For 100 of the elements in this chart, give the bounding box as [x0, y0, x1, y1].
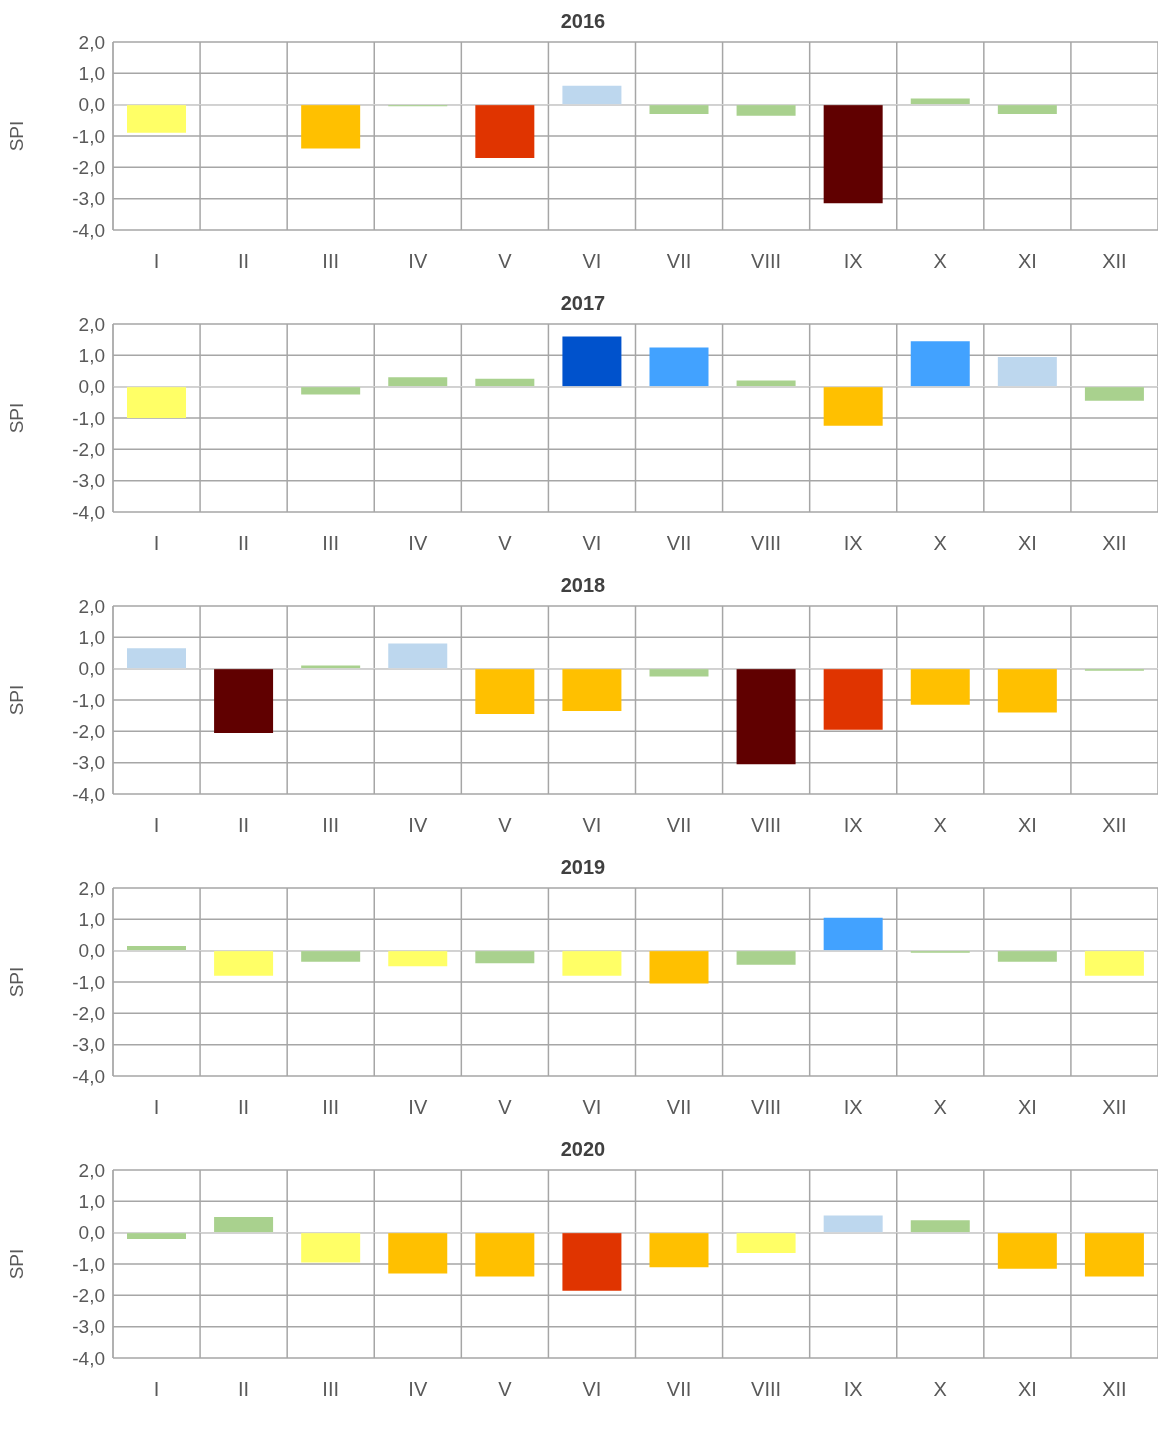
x-tick-label: VI: [582, 532, 602, 555]
bar: [301, 104, 361, 149]
x-tick-label: III: [322, 1096, 340, 1119]
x-tick-label: II: [238, 250, 250, 273]
bar: [475, 1232, 535, 1277]
bar: [997, 668, 1057, 713]
bar: [562, 1232, 622, 1291]
x-tick-label: IV: [408, 532, 428, 555]
bar: [736, 1232, 796, 1254]
bar: [214, 950, 274, 976]
bar: [736, 104, 796, 116]
chart-title: 2017: [560, 292, 606, 314]
y-tick-label: 1,0: [78, 909, 105, 931]
y-axis-title: SPI: [5, 684, 27, 716]
bar: [301, 1232, 361, 1263]
x-tick-label: XI: [1017, 532, 1037, 555]
bar: [736, 380, 796, 387]
bar: [475, 104, 535, 158]
bar: [562, 950, 622, 976]
y-axis-title: SPI: [5, 402, 27, 434]
x-tick-label: VIII: [751, 1096, 782, 1119]
x-tick-label: IX: [843, 250, 863, 273]
y-tick-label: -1,0: [72, 971, 105, 993]
chart-title: 2016: [560, 10, 606, 32]
x-tick-label: VIII: [751, 532, 782, 555]
bar: [910, 341, 970, 387]
bar: [127, 1232, 186, 1239]
x-tick-label: II: [238, 1096, 250, 1119]
bar: [997, 104, 1057, 115]
y-tick-label: -3,0: [72, 1316, 105, 1338]
y-tick-label: -1,0: [72, 125, 105, 147]
bar: [562, 668, 622, 711]
y-tick-label: 0,0: [78, 94, 105, 116]
y-tick-label: -2,0: [72, 157, 105, 179]
x-tick-label: X: [933, 1096, 947, 1119]
y-tick-label: 2,0: [78, 313, 105, 335]
bar: [823, 104, 883, 204]
chart-title: 2019: [560, 856, 606, 878]
x-tick-label: VIII: [751, 250, 782, 273]
x-tick-label: I: [153, 814, 160, 837]
x-tick-label: III: [322, 250, 340, 273]
x-tick-label: V: [498, 1378, 513, 1401]
bar: [127, 104, 186, 133]
x-tick-label: II: [238, 1378, 250, 1401]
y-tick-label: -3,0: [72, 1034, 105, 1056]
x-tick-label: VI: [582, 814, 602, 837]
x-tick-label: X: [933, 250, 947, 273]
x-tick-label: III: [322, 532, 340, 555]
bar: [127, 648, 186, 669]
y-tick-label: 2,0: [78, 877, 105, 899]
bar: [910, 98, 970, 105]
x-tick-label: IV: [408, 1378, 428, 1401]
bar: [388, 1232, 448, 1274]
bar: [301, 950, 361, 962]
bar: [649, 950, 709, 984]
bar: [997, 356, 1057, 387]
bar: [475, 668, 535, 715]
x-tick-label: XII: [1102, 1096, 1127, 1119]
bar: [649, 347, 709, 387]
y-tick-label: 2,0: [78, 1159, 105, 1181]
x-tick-label: XII: [1102, 250, 1127, 273]
bar: [475, 950, 535, 964]
x-tick-label: IX: [843, 814, 863, 837]
bar: [997, 1232, 1057, 1269]
y-tick-label: -3,0: [72, 470, 105, 492]
bar: [388, 643, 448, 669]
y-tick-label: 1,0: [78, 627, 105, 649]
bar: [997, 950, 1057, 962]
x-tick-label: VI: [582, 1096, 602, 1119]
x-tick-label: VI: [582, 1378, 602, 1401]
y-tick-label: -2,0: [72, 1003, 105, 1025]
bar: [649, 668, 709, 677]
x-tick-label: VI: [582, 250, 602, 273]
y-tick-label: 1,0: [78, 345, 105, 367]
x-tick-label: I: [153, 250, 160, 273]
y-tick-label: -2,0: [72, 721, 105, 743]
y-tick-label: 1,0: [78, 1191, 105, 1213]
bar: [1084, 950, 1144, 976]
bar: [214, 668, 274, 733]
bar: [388, 377, 448, 387]
x-tick-label: X: [933, 532, 947, 555]
bar: [388, 950, 448, 967]
x-tick-label: IV: [408, 250, 428, 273]
bar: [736, 950, 796, 965]
y-axis-title: SPI: [5, 120, 27, 152]
x-tick-label: IV: [408, 1096, 428, 1119]
x-tick-label: V: [498, 532, 513, 555]
bar: [823, 386, 883, 426]
y-tick-label: -1,0: [72, 689, 105, 711]
x-tick-label: II: [238, 532, 250, 555]
bar: [823, 1215, 883, 1233]
x-tick-label: XII: [1102, 1378, 1127, 1401]
bar: [910, 668, 970, 705]
bar: [910, 950, 970, 953]
x-tick-label: VIII: [751, 1378, 782, 1401]
x-tick-label: VII: [666, 814, 692, 837]
y-tick-label: -1,0: [72, 407, 105, 429]
y-tick-label: -4,0: [72, 1347, 105, 1369]
y-tick-label: -4,0: [72, 501, 105, 523]
chart-title: 2020: [560, 1138, 606, 1160]
